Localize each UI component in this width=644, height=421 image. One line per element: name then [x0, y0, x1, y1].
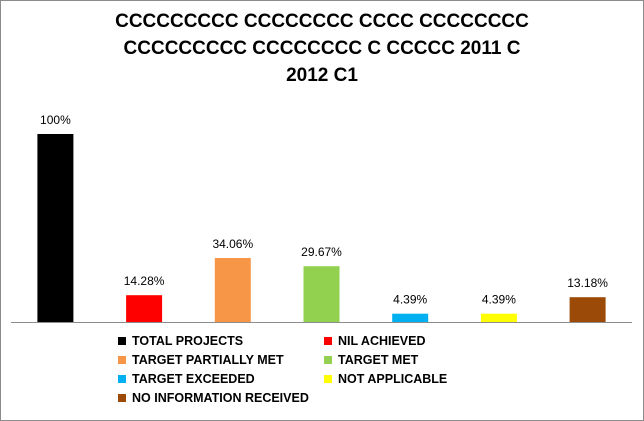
- legend-label: NOT APPLICABLE: [338, 372, 448, 386]
- bar-1: [37, 134, 74, 322]
- legend-label: NO INFORMATION RECEIVED: [132, 391, 309, 405]
- legend-item-2: NIL ACHIEVED: [324, 333, 426, 349]
- legend-swatch: [118, 337, 126, 345]
- legend-swatch: [118, 356, 126, 364]
- legend-item-3: TARGET PARTIALLY MET: [118, 352, 284, 368]
- legend-label: TARGET EXCEEDED: [132, 372, 255, 386]
- chart-title-line-2: CCCCCCCCC CCCCCCCC C CCCCC 2011 C: [123, 38, 521, 59]
- legend-item-1: TOTAL PROJECTS: [118, 333, 243, 349]
- legend-swatch: [118, 394, 126, 402]
- data-label-3: 34.06%: [212, 237, 253, 251]
- legend: TOTAL PROJECTS NIL ACHIEVED TARGET PARTIAL…: [118, 333, 538, 413]
- legend-label: NIL ACHIEVED: [338, 334, 426, 348]
- data-label-7: 13.18%: [567, 276, 608, 290]
- data-label-5: 4.39%: [393, 293, 427, 307]
- legend-swatch: [118, 375, 126, 383]
- chart-title: CCCCCCCCC CCCCCCCC CCCC CCCCCCCC CCCCCCC…: [40, 8, 604, 89]
- legend-label: TOTAL PROJECTS: [132, 334, 244, 348]
- legend-item-7: NO INFORMATION RECEIVED: [118, 390, 309, 406]
- chart-title-line-3: 2012 C1: [286, 65, 358, 86]
- legend-swatch: [324, 375, 332, 383]
- data-label-6: 4.39%: [482, 293, 516, 307]
- data-label-4: 29.67%: [301, 245, 342, 259]
- legend-item-6: NOT APPLICABLE: [324, 371, 447, 387]
- bar-6: [480, 313, 517, 322]
- legend-label: TARGET PARTIALLY MET: [132, 353, 284, 367]
- legend-swatch: [324, 337, 332, 345]
- bar-7: [569, 297, 606, 322]
- legend-label: TARGET MET: [338, 353, 419, 367]
- bar-3: [214, 258, 251, 322]
- bar-4: [303, 266, 340, 322]
- bar-2: [126, 295, 163, 322]
- bar-5: [392, 313, 429, 322]
- legend-item-5: TARGET EXCEEDED: [118, 371, 255, 387]
- legend-item-4: TARGET MET: [324, 352, 418, 368]
- data-label-1: 100%: [40, 113, 71, 127]
- chart-title-line-1: CCCCCCCCC CCCCCCCC CCCC CCCCCCCC: [115, 11, 529, 32]
- data-label-2: 14.28%: [124, 274, 165, 288]
- legend-swatch: [324, 356, 332, 364]
